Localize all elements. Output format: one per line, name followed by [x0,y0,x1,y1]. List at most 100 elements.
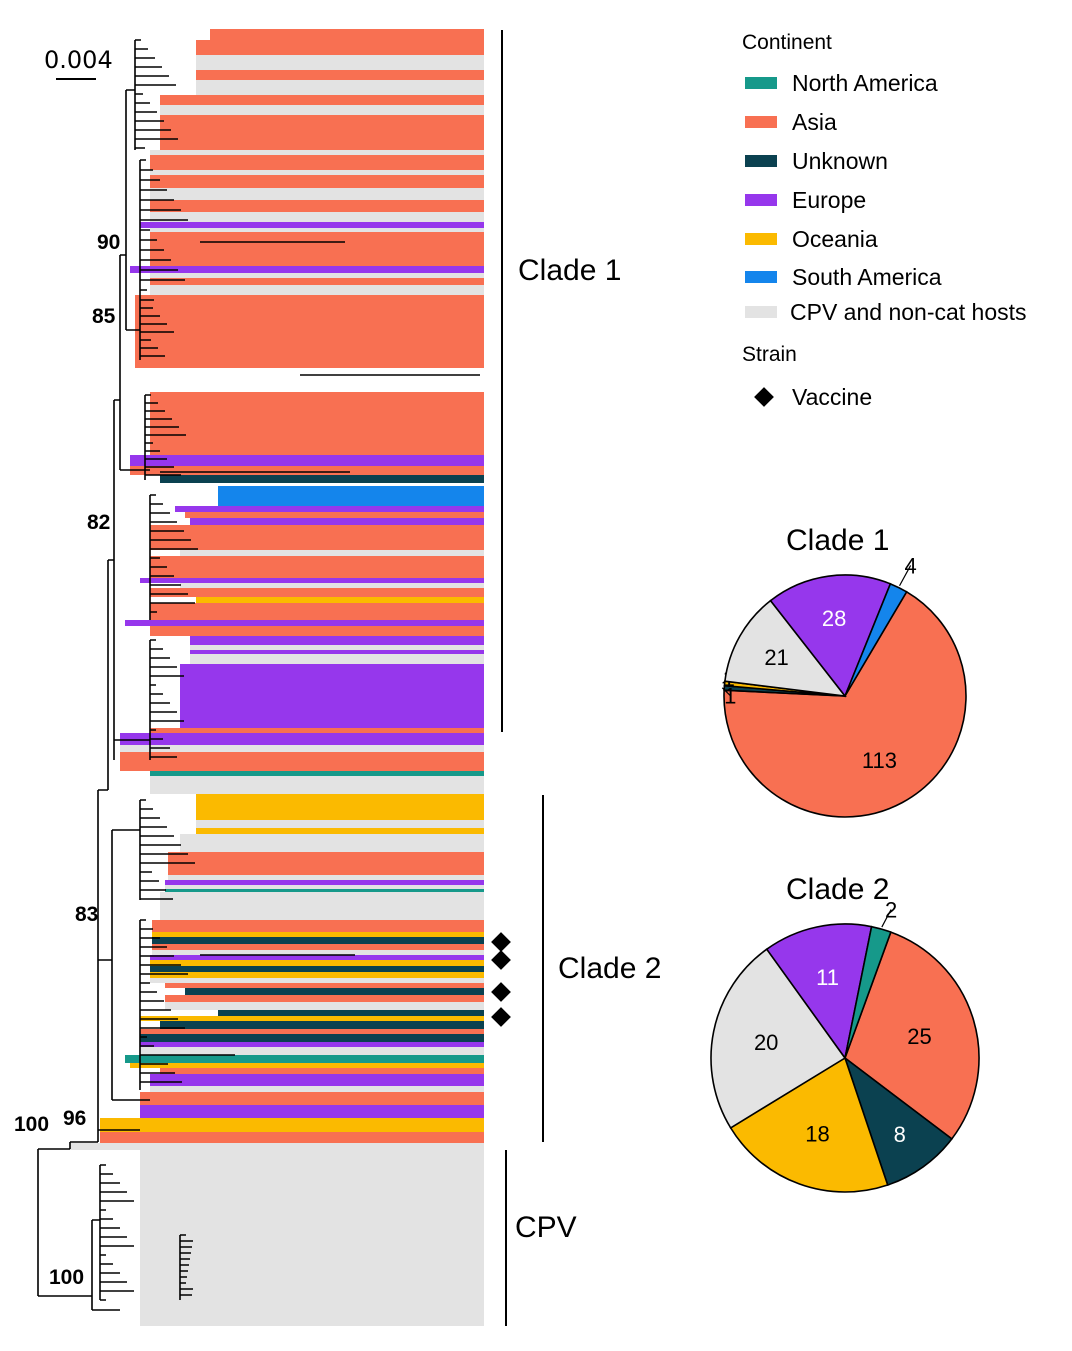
legend-label-europe: Europe [792,187,867,213]
tip-bar-asia [140,1029,484,1034]
pie-slice-oceania [729,1056,889,1193]
tip-bar-europe [140,1042,484,1047]
clade-2-label: Clade 2 [558,952,662,985]
legend-label-oceania: Oceania [792,226,878,252]
tip-bar-asia [150,200,484,212]
tip-bar-oceania [196,794,484,820]
tip-bar-unknown [185,988,484,995]
scale-bar-label: 0.004 [44,46,113,74]
bootstrap-value: 100 [14,1113,50,1136]
tip-bar-unknown [140,1034,484,1042]
bootstrap-value: 83 [75,903,99,926]
tip-bar-asia [185,512,484,518]
tip-bar-asia [150,626,484,636]
tip-bar-europe [175,506,484,512]
tip-bar-cpv [140,1047,484,1055]
tip-bar-cpv [150,1086,484,1092]
tip-bar-europe [140,578,484,583]
tip-bar-asia [210,29,484,40]
bootstrap-value: 100 [49,1266,85,1289]
tip-bar-asia [100,1132,484,1143]
tip-bar-asia [150,728,484,733]
tip-bar-unknown [218,1010,484,1016]
pie-slice-cpv-and-non-cat-hosts [724,599,847,698]
legend-swatch-south-america [745,271,777,283]
legend-swatch-cpv [745,306,777,318]
tip-bar-europe [130,455,484,466]
pie-slice-label: 8 [894,1122,906,1147]
legend-label-vaccine: Vaccine [792,384,873,410]
tip-bar-europe [190,518,484,525]
tip-bar-asia [160,115,484,150]
bootstrap-value: 82 [87,511,111,534]
tip-bar-europe [150,955,484,960]
bootstrap-value: 90 [97,231,121,254]
tip-bar-asia [150,232,484,266]
pie-chart-clade-2: 25 8 18 20 11 2 [710,898,980,1193]
tip-bar-cpv [160,892,484,920]
legend-label-asia: Asia [792,109,837,135]
tip-bar-asia [150,392,484,455]
tip-bar-cpv [180,583,484,588]
tip-bar-europe [120,733,484,745]
tip-bar-europe [150,1074,484,1086]
tip-color-bars [70,29,484,1326]
legend-swatch-europe [745,194,777,206]
tip-bar-asia [152,944,484,950]
pie-chart-clade-1: 1131121284 [721,553,967,818]
tip-bar-cpv [160,105,484,115]
tip-bar-asia [160,95,484,105]
tip-bar-oceania [140,1016,484,1021]
pie-label-leader [898,565,912,587]
pie-slice-europe [769,574,892,698]
tip-bar-north-america [125,1055,484,1063]
tip-bar-north-america [165,889,484,892]
tip-bar-asia [120,752,484,771]
tip-bar-cpv [150,285,484,295]
legend-swatch-asia [745,116,777,128]
tip-bar-cpv [196,820,484,828]
tip-bar-asia [130,466,484,475]
tip-bar-cpv [165,885,484,889]
tip-bar-cpv [150,273,484,278]
legend-swatch-unknown [745,155,777,167]
tip-bar-cpv [150,212,484,222]
tip-bar-europe [140,222,484,228]
pie-title-clade-2: Clade 2 [786,873,890,906]
tip-bar-asia [165,983,484,988]
tip-bar-oceania [130,1063,484,1068]
clade-1-label: Clade 1 [518,254,622,287]
tip-bar-europe [125,620,484,626]
legend-label-north-america: North America [792,70,938,96]
pie-slice-south-america [844,582,908,697]
tip-bar-europe [180,664,484,728]
tip-bar-europe [130,266,484,273]
tip-bar-cpv [150,188,484,200]
tip-bar-asia [165,995,484,1002]
tip-bar-cpv [196,80,484,95]
tip-bar-cpv [70,1143,484,1150]
tip-bar-south-america [218,486,484,506]
tip-bar-cpv [150,978,484,983]
pie-slice-cpv-and-non-cat-hosts [710,948,847,1129]
tip-bar-cpv [120,745,484,752]
tip-bar-cpv [150,150,484,155]
tip-bar-cpv [180,550,484,556]
pie-slice-label: 11 [816,965,839,990]
tree-branches [37,39,480,1311]
pie-slice-label: 25 [907,1024,931,1049]
pie-slice-unknown [843,1055,953,1187]
tip-bar-europe [165,880,484,885]
tip-bar-cpv [150,228,484,232]
tip-bar-cpv [168,875,484,880]
pie-slice-asia [844,931,980,1141]
tip-bar-cpv [190,645,484,650]
pie-slice-europe [765,923,873,1060]
tip-bar-asia [150,525,484,550]
legend-continent-title: Continent [742,31,832,54]
tip-bar-asia [150,278,484,285]
tip-bar-unknown [160,475,484,483]
pie-slice-label: 2 [885,898,897,923]
